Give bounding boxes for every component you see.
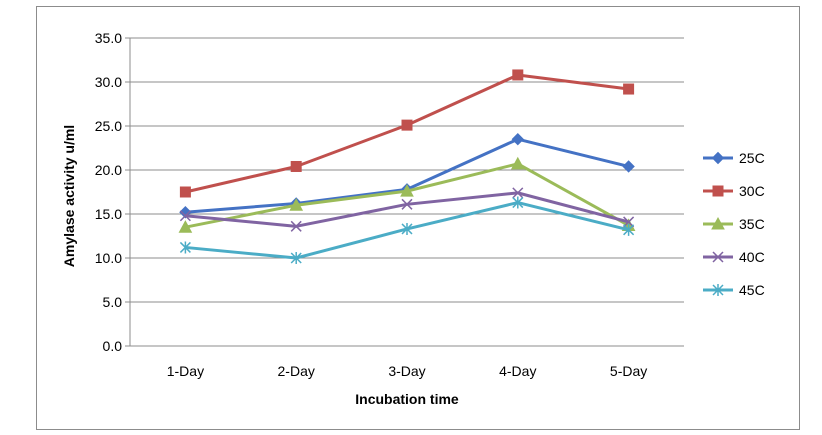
data-point [512,69,524,81]
legend-marker [712,185,724,197]
legend-label: 40C [739,249,765,265]
data-point [290,252,302,264]
data-point [179,241,191,254]
series-line [185,73,629,194]
legend-item-40C: 40C [703,249,765,265]
y-tick-label: 20.0 [95,162,122,178]
data-point [290,220,302,232]
legend-marker [712,284,724,296]
data-point [623,223,635,236]
series-40C [179,187,635,232]
series-45C [179,196,635,264]
legend-marker [711,151,725,165]
series-30C [179,69,635,198]
x-axis-title: Incubation time [355,391,459,407]
y-tick-label: 0.0 [103,338,123,354]
legend-item-35C: 35C [703,216,765,232]
legend-label: 30C [739,183,765,199]
y-tick-label: 15.0 [95,206,122,222]
data-point [289,198,304,211]
x-tick-label: 2-Day [278,363,315,379]
data-point [401,119,413,131]
x-tick-label: 4-Day [499,363,536,379]
x-axis-ticks: 1-Day 2-Day 3-Day 4-Day 5-Day [167,363,648,379]
legend-label: 45C [739,282,765,298]
chart-frame [36,6,800,430]
legend-marker [712,251,724,263]
y-axis-title: Amylase activity u/ml [61,125,77,267]
x-tick-label: 1-Day [167,363,204,379]
x-tick-label: 5-Day [610,363,647,379]
data-point [178,220,193,233]
y-tick-label: 25.0 [95,118,122,134]
data-point [401,198,413,210]
data-point [179,186,191,198]
legend-label: 35C [739,216,765,232]
y-tick-label: 35.0 [95,30,122,46]
legend-item-25C: 25C [703,150,765,166]
y-axis-ticks: 0.0 5.0 10.0 15.0 20.0 25.0 30.0 35.0 [95,30,130,354]
data-point [510,156,525,170]
data-point [511,132,525,146]
y-tick-label: 5.0 [103,294,123,310]
data-point [623,216,635,228]
data-point [290,160,302,172]
series-line [185,191,629,228]
data-point [512,187,524,199]
legend-label: 25C [739,150,765,166]
x-tick-label: 3-Day [388,363,425,379]
data-point [179,210,191,222]
y-tick-label: 30.0 [95,74,122,90]
data-point [400,184,414,197]
legend-marker [711,216,725,230]
data-point [623,83,635,95]
series-layer [178,69,636,264]
data-point [401,222,413,235]
y-tick-label: 10.0 [95,250,122,266]
legend-item-45C: 45C [703,282,765,298]
data-point [512,196,524,209]
legend: 25C 30C 35C 40C 45C [703,150,765,298]
data-point [622,160,635,173]
legend-item-30C: 30C [703,183,765,199]
